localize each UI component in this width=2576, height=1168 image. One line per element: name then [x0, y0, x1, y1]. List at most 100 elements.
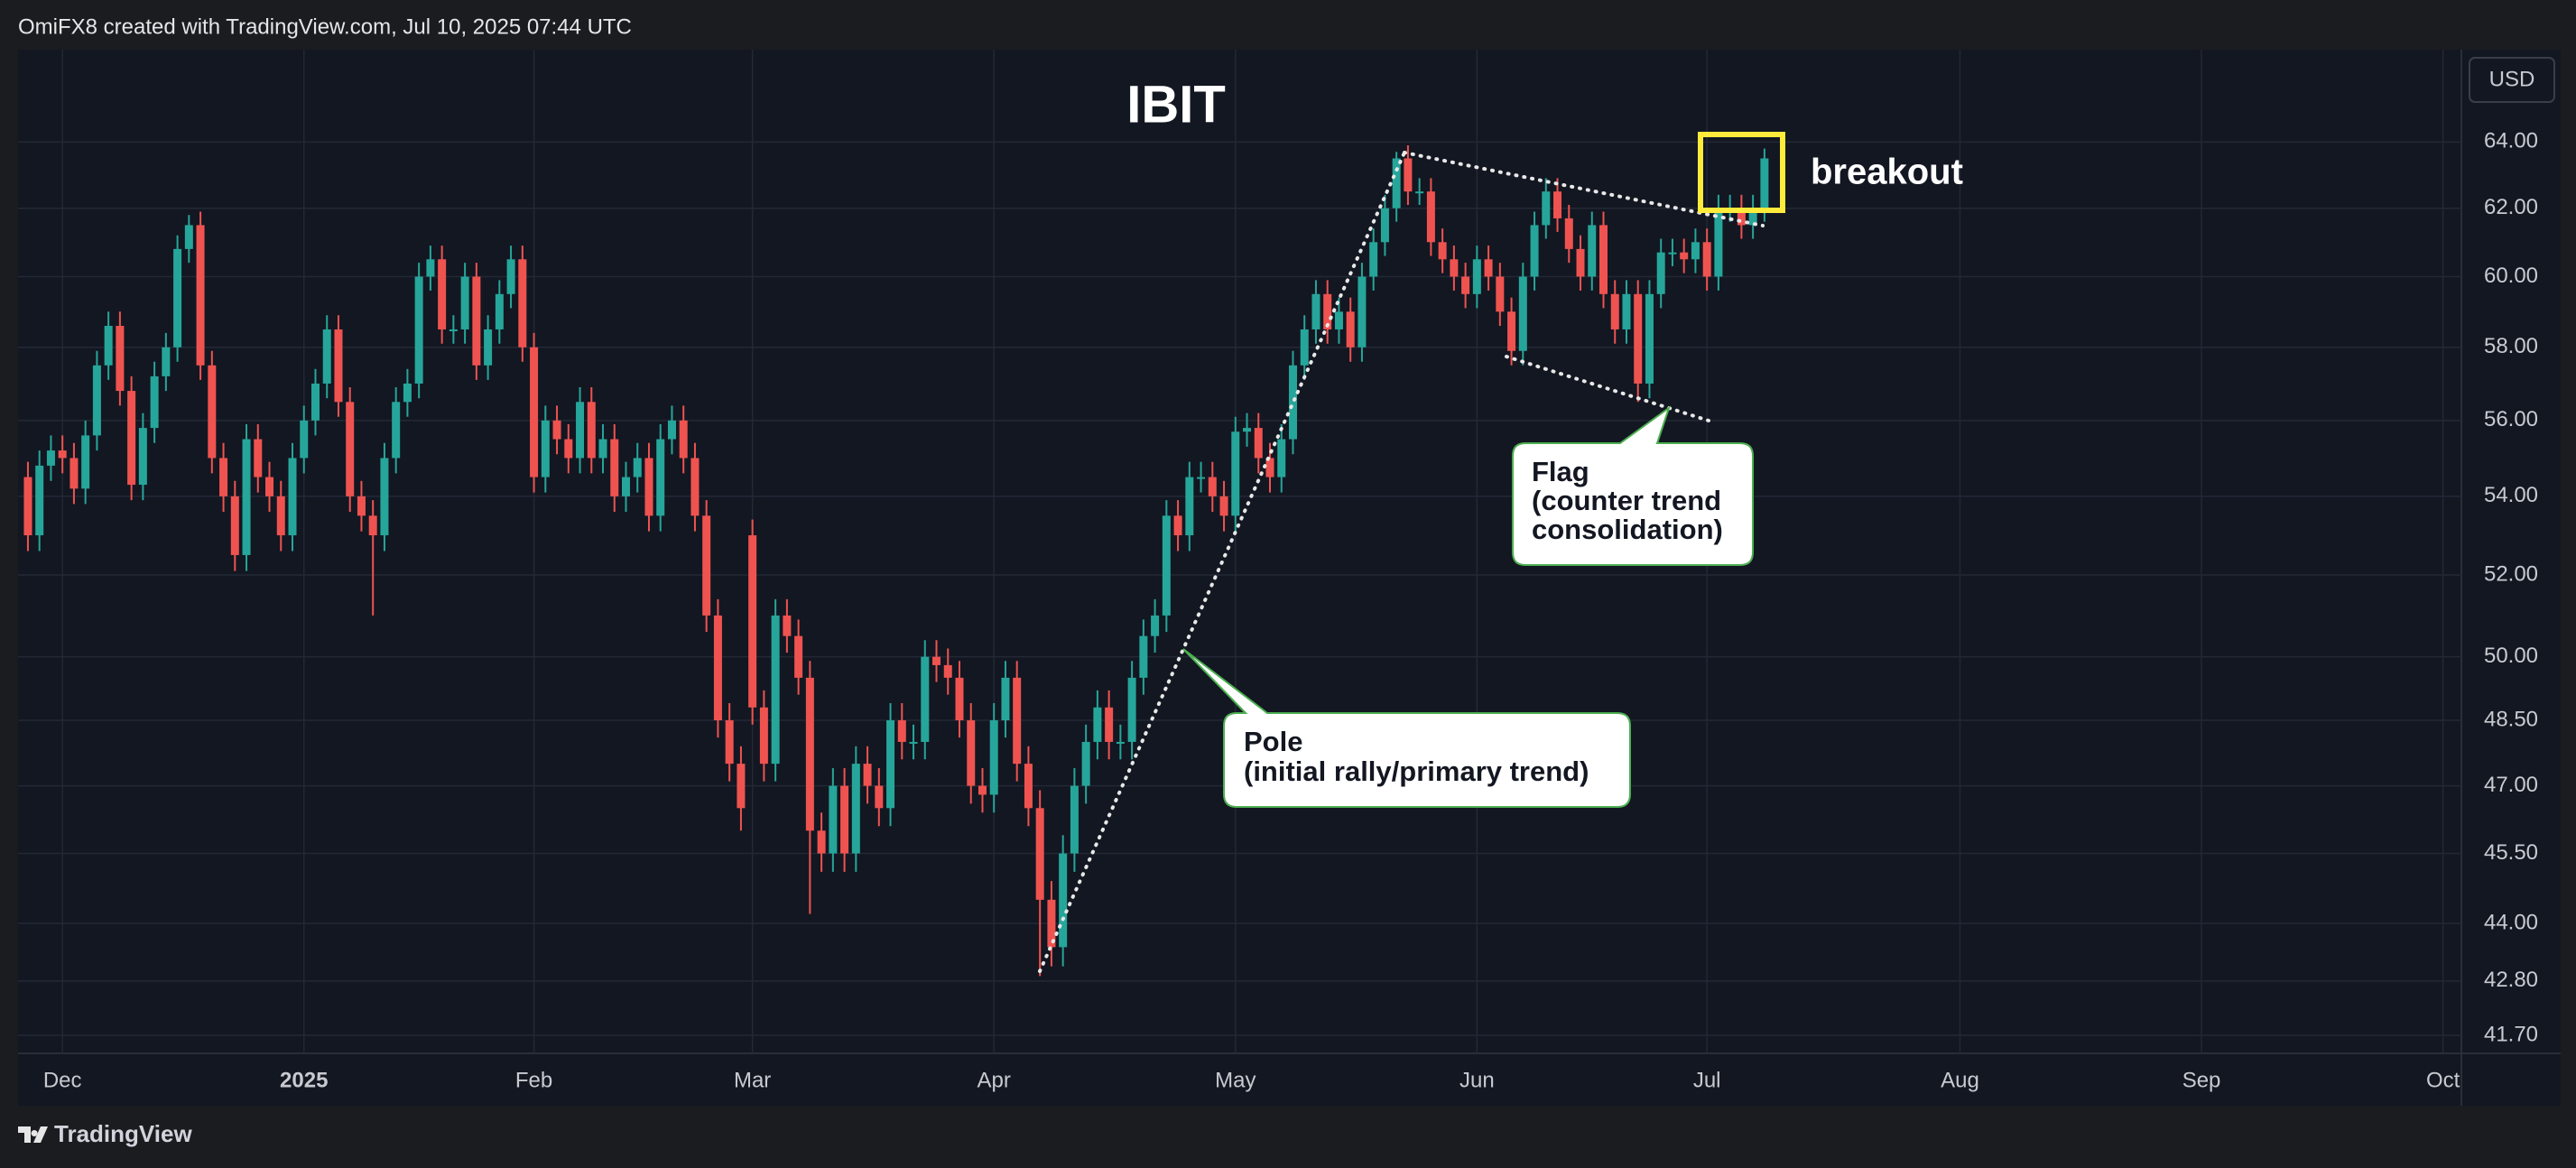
candle-body [1380, 208, 1389, 243]
y-tick-label: 58.00 [2484, 334, 2538, 358]
candle-body [541, 420, 550, 477]
candle-body [610, 439, 619, 496]
candle-body [1645, 293, 1654, 384]
candle-body [978, 785, 987, 795]
candle-body [771, 615, 780, 765]
candle-body [783, 615, 792, 636]
candle-body [230, 496, 239, 555]
candle-body [173, 248, 182, 348]
candle-body [495, 293, 504, 329]
candle-body [127, 391, 136, 486]
candle-body [1116, 741, 1125, 744]
candle-body [1438, 242, 1447, 260]
footer-logo: TradingView [18, 1120, 192, 1147]
candle-body [46, 450, 55, 466]
candle-body [242, 439, 251, 555]
price-axis-area [2461, 50, 2561, 1106]
candle-body [829, 785, 838, 854]
candle-body [438, 259, 447, 329]
candle-body [1714, 208, 1723, 277]
pole-note: (initial rally/primary trend) [1244, 755, 1589, 787]
y-tick-label: 64.00 [2484, 129, 2538, 153]
time-axis-area [18, 1053, 2461, 1106]
y-tick-label: 41.70 [2484, 1022, 2538, 1046]
candle-body [1680, 252, 1689, 260]
candle-body [1426, 191, 1435, 243]
candle-body [58, 450, 67, 459]
candle-body [484, 329, 493, 366]
candle-body [1277, 439, 1286, 477]
y-tick-label: 48.50 [2484, 707, 2538, 731]
candle-body [932, 656, 941, 665]
candle-body [1208, 477, 1217, 496]
candle-body [1461, 276, 1470, 294]
candle-body [759, 707, 768, 765]
candle-body [587, 402, 596, 459]
candle-body [1081, 741, 1090, 786]
candle-body [506, 259, 515, 294]
candle-body [1013, 677, 1022, 765]
flag-callout [1512, 405, 1754, 566]
candle-body [690, 458, 700, 516]
candle-body [357, 496, 366, 516]
candle-body [104, 326, 113, 366]
candle-body [1243, 428, 1252, 432]
x-tick-label: May [1215, 1068, 1256, 1092]
footer-text: TradingView [54, 1120, 192, 1147]
candle-body [92, 365, 101, 436]
flag-note: (counter trend [1532, 485, 1721, 516]
candle-body [1047, 899, 1056, 948]
candle-body [392, 402, 401, 459]
flag-lower-line [1505, 355, 1710, 422]
x-tick-label: Mar [734, 1068, 771, 1092]
y-tick-label: 56.00 [2484, 407, 2538, 431]
candle-body [208, 365, 217, 459]
candle-body [380, 458, 389, 536]
y-tick-label: 54.00 [2484, 483, 2538, 507]
chart-title: IBIT [1126, 75, 1226, 134]
header-text: OmiFX8 created with TradingView.com, Jul… [18, 14, 632, 39]
candle-body [150, 375, 159, 429]
candle-body [1311, 293, 1320, 329]
candle-body [1610, 293, 1619, 329]
y-tick-label: 42.80 [2484, 968, 2538, 992]
candle-body [737, 764, 746, 809]
candle-body [1254, 428, 1263, 459]
currency-button[interactable] [2469, 57, 2555, 103]
candle-body [656, 439, 665, 516]
candle-body [1197, 477, 1206, 479]
candle-body [35, 465, 44, 536]
candle-body [1542, 191, 1551, 226]
candle-body [138, 428, 147, 486]
candle-body [1496, 276, 1505, 312]
x-tick-label: 2025 [280, 1068, 328, 1092]
y-tick-label: 44.00 [2484, 910, 2538, 934]
candle-body [897, 720, 906, 742]
y-tick-label: 47.00 [2484, 773, 2538, 797]
candle-body [472, 276, 481, 366]
candle-body [1001, 677, 1010, 721]
x-tick-label: Sep [2182, 1068, 2221, 1092]
pole-callout [1182, 648, 1631, 808]
candle-body [875, 785, 884, 809]
candle-body [276, 496, 285, 536]
x-tick-label: Dec [43, 1068, 82, 1092]
candle-body [725, 720, 734, 765]
x-tick-label: Jul [1693, 1068, 1721, 1092]
candle-body [886, 720, 895, 809]
candle-body [1346, 311, 1355, 348]
y-tick-label: 60.00 [2484, 264, 2538, 288]
candle-body [1530, 225, 1539, 277]
candle-body [702, 515, 711, 616]
candle-body [1323, 293, 1332, 329]
candle-body [1588, 225, 1597, 277]
x-tick-label: Oct [2426, 1068, 2460, 1092]
candle-body [184, 225, 193, 249]
candles [23, 144, 1769, 977]
candle-body [1070, 785, 1079, 854]
y-tick-label: 45.50 [2484, 840, 2538, 865]
candle-body [1576, 248, 1585, 277]
candle-body [1173, 515, 1182, 536]
candle-body [1691, 242, 1700, 260]
